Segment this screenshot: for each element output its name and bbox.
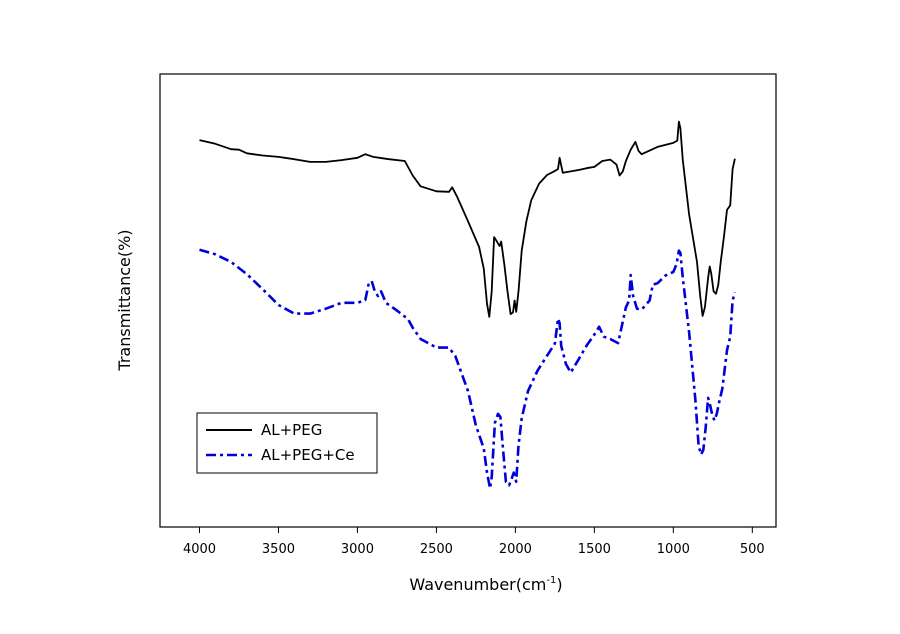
plot-area-frame xyxy=(159,73,777,528)
series-line-1 xyxy=(199,120,736,318)
x-axis-ticks: 4000 3500 3000 2500 2000 1500 1000 500 xyxy=(183,527,765,557)
x-tick-label: 1500 xyxy=(578,542,611,557)
legend-label-series-2: AL+PEG+Ce xyxy=(261,446,355,464)
series-line-2 xyxy=(199,248,737,490)
x-tick-label: 3000 xyxy=(341,542,374,557)
x-tick-label: 500 xyxy=(740,542,765,557)
series-layer xyxy=(199,120,737,490)
x-tick-label: 3500 xyxy=(262,542,295,557)
x-tick-label: 2000 xyxy=(499,542,532,557)
x-axis-title-main: Wavenumber(cm xyxy=(409,575,546,594)
x-axis-title: Wavenumber(cm-1) xyxy=(409,575,562,594)
x-tick-label: 1000 xyxy=(657,542,690,557)
x-axis-title-close: ) xyxy=(556,575,562,594)
x-axis-title-superscript: -1 xyxy=(546,575,556,586)
y-axis-title: Transmittance(%) xyxy=(115,229,134,371)
x-tick-label: 2500 xyxy=(420,542,453,557)
legend-label-series-1: AL+PEG xyxy=(261,421,322,439)
legend-box xyxy=(196,412,378,474)
x-tick-label: 4000 xyxy=(183,542,216,557)
legend: AL+PEG AL+PEG+Ce xyxy=(196,412,378,474)
